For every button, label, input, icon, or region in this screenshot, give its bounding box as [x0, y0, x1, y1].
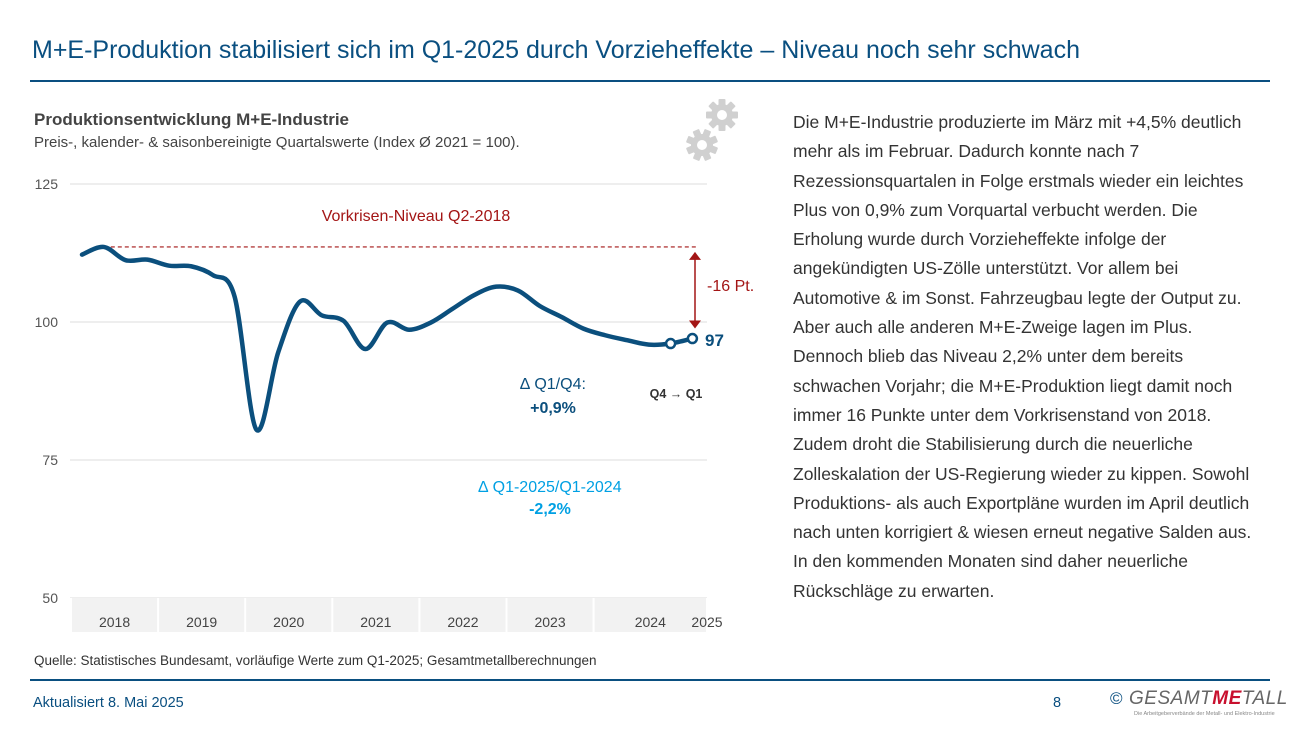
qoq-annotation-value: +0,9%: [530, 400, 576, 417]
x-tick-label-2019: 2019: [186, 614, 217, 630]
x-tick-label-2023: 2023: [534, 614, 565, 630]
logo-text-tall: TALL: [1241, 688, 1288, 709]
x-tick-label-2018: 2018: [99, 614, 130, 630]
source-note: Quelle: Statistisches Bundesamt, vorläuf…: [34, 653, 597, 668]
gears-icon: [686, 99, 738, 161]
logo-subtitle: Die Arbeitgeberverbände der Metall- und …: [1134, 711, 1275, 717]
x-axis-band: [70, 598, 707, 632]
end-value-label: 97: [705, 331, 724, 350]
logo-text-me: ME: [1212, 688, 1242, 709]
production-chart: 50 75 100 125 2018 2019 2020 2021 2022 2023 2024 2…: [35, 176, 754, 632]
logo-text-gesamt: GESAMT: [1129, 688, 1213, 709]
yoy-annotation-title: ∆ Q1-2025/Q1-2024: [478, 479, 621, 496]
y-tick-label: 100: [35, 314, 59, 330]
x-tick-label-2022: 2022: [447, 614, 478, 630]
marker-q1-2025: [686, 332, 699, 345]
gap-arrow: [689, 251, 701, 329]
x-tick-label-2024: 2024: [635, 614, 666, 630]
slide-title: M+E-Produktion stabilisiert sich im Q1-2…: [32, 36, 1080, 64]
title-divider: [30, 80, 1270, 82]
y-tick-label: 125: [35, 176, 59, 192]
chart-title: Produktionsentwicklung M+E-Industrie: [34, 110, 349, 129]
yoy-annotation-value: -2,2%: [529, 501, 571, 518]
gesamtmetall-logo: © GESAMTMETALL Die Arbeitgeberverbände de…: [1110, 688, 1287, 722]
page-number: 8: [1053, 695, 1062, 711]
qoq-label: Q4 → Q1: [650, 387, 703, 401]
x-tick-label-2025: 2025: [691, 614, 722, 630]
x-tick-label-2021: 2021: [360, 614, 391, 630]
qoq-annotation-title: ∆ Q1/Q4:: [520, 376, 586, 393]
copyright-icon: ©: [1110, 689, 1124, 708]
chart-subtitle: Preis-, kalender- & saisonbereinigte Qua…: [34, 134, 520, 151]
footer-divider: [30, 679, 1270, 681]
y-tick-label: 75: [42, 452, 58, 468]
series-line-production-index: [79, 244, 695, 433]
gap-annotation-label: -16 Pt.: [707, 278, 754, 295]
commentary-text: Die M+E-Industrie produzierte im März mi…: [793, 112, 1252, 601]
reference-line-label: Vorkrisen-Niveau Q2-2018: [322, 208, 511, 225]
x-tick-label-2020: 2020: [273, 614, 304, 630]
marker-q4-2024: [664, 337, 677, 350]
updated-date: Aktualisiert 8. Mai 2025: [33, 695, 184, 711]
y-tick-label: 50: [42, 590, 58, 606]
